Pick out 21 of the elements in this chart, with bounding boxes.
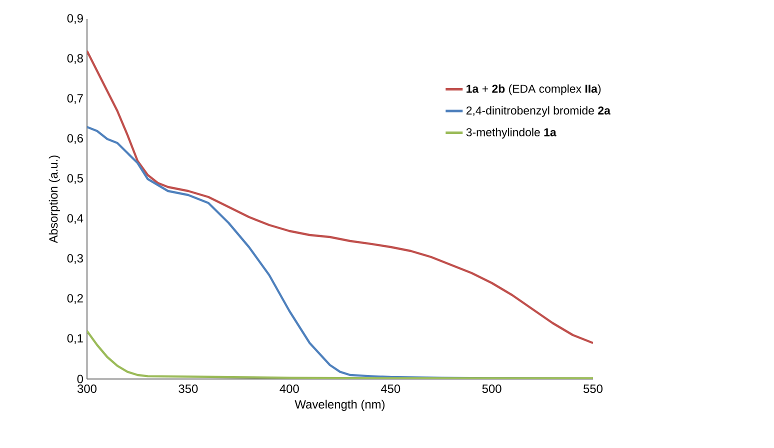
x-tick-label: 400 [280, 384, 299, 393]
y-tick-label: 0,5 [67, 174, 83, 184]
x-tick-label: 500 [482, 384, 502, 393]
y-tick-label: 0,9 [67, 14, 83, 24]
y-tick-label: 0,2 [67, 294, 83, 304]
y-tick-label: 0,4 [67, 214, 84, 224]
legend-label: 1a + 2b (EDA complex IIa) [466, 84, 601, 96]
y-tick-label: 0,6 [67, 134, 83, 144]
y-axis-title: Absorption (a.u.) [48, 156, 60, 244]
y-tick-label: 0 [77, 374, 84, 384]
x-tick-label: 350 [178, 384, 198, 393]
legend-label: 3-methylindole 1a [466, 128, 556, 139]
y-tick-label: 0,3 [67, 254, 83, 264]
y-tick-label: 0,1 [67, 334, 83, 344]
x-tick-label: 300 [77, 384, 97, 393]
x-tick-label: 450 [380, 384, 400, 393]
y-tick-label: 0,8 [67, 54, 83, 64]
y-tick-label: 0,7 [67, 94, 83, 104]
legend-label: 2,4-dinitrobenzyl bromide 2a [466, 106, 611, 117]
x-tick-label: 550 [584, 384, 603, 393]
x-axis-title: Wavelength (nm) [294, 400, 385, 411]
